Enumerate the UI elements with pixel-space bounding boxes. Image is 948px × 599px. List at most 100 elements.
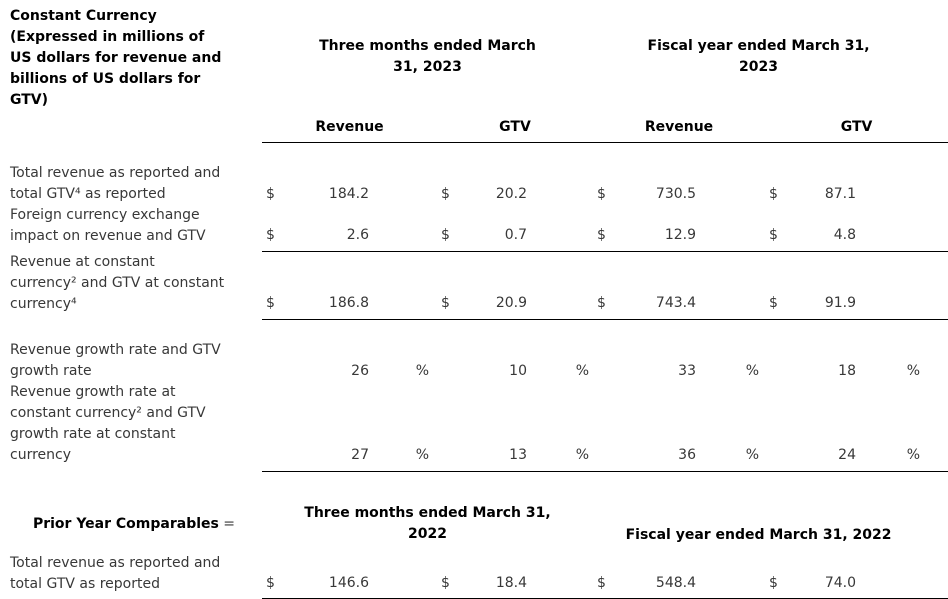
amount: 33 <box>678 363 696 379</box>
table-row: Total revenue as reported and total GTV … <box>0 546 948 599</box>
amount: 12.9 <box>627 204 699 252</box>
amount: 548.4 <box>627 546 699 599</box>
prior-year-label-text: Prior Year Comparables <box>32 515 219 532</box>
empty-cell <box>765 340 799 382</box>
table-row: Revenue growth rate at constant currency… <box>0 382 948 472</box>
empty-cell <box>0 320 948 341</box>
amount: 20.2 <box>495 185 527 202</box>
percent-sign: % <box>530 382 593 472</box>
amount: 13 <box>470 382 530 472</box>
header-row-periods: Constant Currency (Expressed in millions… <box>0 0 948 111</box>
empty-cell <box>0 111 262 143</box>
dollar-sign: $ <box>437 251 470 320</box>
empty-cell <box>859 143 948 205</box>
amount: 20.9 <box>470 251 530 320</box>
dollar-sign: $ <box>593 251 627 320</box>
spacer-row <box>0 320 948 341</box>
amount: 743.4 <box>627 251 699 320</box>
dollar-sign: $ <box>437 546 470 599</box>
percent-sign: % <box>575 363 589 379</box>
empty-cell <box>530 546 593 599</box>
empty-cell <box>372 204 437 252</box>
dollar-sign: $ <box>593 546 627 599</box>
empty-cell <box>859 204 948 252</box>
amount: 10 <box>509 363 527 379</box>
dollar-sign: $ <box>441 185 450 202</box>
row-label: Revenue at constant currency² and GTV at… <box>10 253 225 312</box>
dollar-sign: $ <box>262 546 296 599</box>
percent-sign: % <box>699 382 765 472</box>
row-label: Total revenue as reported and total GTV … <box>10 554 221 592</box>
empty-cell <box>372 143 437 205</box>
table-row: Revenue growth rate and GTV growth rate … <box>0 340 948 382</box>
empty-cell <box>593 340 627 382</box>
equals-sign: = <box>223 515 236 532</box>
amount: 18.4 <box>470 546 530 599</box>
column-header-revenue-fy: Revenue <box>593 111 765 143</box>
percent-sign: % <box>906 363 921 379</box>
row-label: Foreign currency exchange impact on reve… <box>10 206 206 244</box>
dollar-sign: $ <box>262 204 296 252</box>
empty-cell <box>437 382 470 472</box>
header-row-columns: Revenue GTV Revenue GTV <box>0 111 948 143</box>
empty-cell <box>262 382 296 472</box>
table-row: Foreign currency exchange impact on reve… <box>0 204 948 252</box>
amount: 184.2 <box>328 185 369 202</box>
period-header-q1-2022: Three months ended March 31, 2022 <box>304 505 551 542</box>
spacer-row <box>0 471 948 502</box>
dollar-sign: $ <box>437 204 470 252</box>
dollar-sign: $ <box>266 185 275 202</box>
dollar-sign: $ <box>765 251 799 320</box>
dollar-sign: $ <box>769 185 778 202</box>
empty-cell <box>262 340 296 382</box>
empty-cell <box>530 204 593 252</box>
empty-cell <box>372 546 437 599</box>
amount: 146.6 <box>296 546 372 599</box>
prior-year-label: Prior Year Comparables = <box>0 502 262 547</box>
period-header-fy-2023: Fiscal year ended March 31, 2023 <box>647 38 870 75</box>
percent-sign: % <box>415 363 429 379</box>
percent-sign: % <box>372 382 437 472</box>
empty-cell <box>765 382 799 472</box>
amount: 186.8 <box>296 251 372 320</box>
empty-cell <box>530 251 593 320</box>
amount: 27 <box>296 382 372 472</box>
amount: 36 <box>627 382 699 472</box>
prior-year-header-row: Prior Year Comparables = Three months en… <box>0 502 948 547</box>
amount: 87.1 <box>824 185 856 202</box>
dollar-sign: $ <box>765 204 799 252</box>
empty-cell <box>593 382 627 472</box>
table-row: Total revenue as reported and total GTV⁴… <box>0 143 948 205</box>
empty-cell <box>859 251 948 320</box>
column-header-gtv-q: GTV <box>437 111 593 143</box>
amount: 91.9 <box>799 251 859 320</box>
amount: 26 <box>351 363 369 379</box>
amount: 2.6 <box>296 204 372 252</box>
empty-cell <box>372 251 437 320</box>
empty-cell <box>699 204 765 252</box>
period-header-fy-2022: Fiscal year ended March 31, 2022 <box>625 526 892 543</box>
empty-cell <box>699 251 765 320</box>
amount: 74.0 <box>799 546 859 599</box>
row-label: Revenue growth rate and GTV growth rate <box>10 342 221 379</box>
empty-cell <box>699 143 765 205</box>
dollar-sign: $ <box>597 185 606 202</box>
period-header-q1-2023: Three months ended March 31, 2023 <box>319 38 536 75</box>
row-label: Total revenue as reported and total GTV⁴… <box>10 164 221 202</box>
column-header-revenue-q: Revenue <box>262 111 437 143</box>
table-title: Constant Currency (Expressed in millions… <box>10 8 222 108</box>
amount: 4.8 <box>799 204 859 252</box>
amount: 0.7 <box>470 204 530 252</box>
percent-sign: % <box>745 363 759 379</box>
amount: 730.5 <box>655 185 696 202</box>
empty-cell <box>699 546 765 599</box>
amount: 24 <box>799 382 859 472</box>
empty-cell <box>859 546 948 599</box>
empty-cell <box>0 471 948 502</box>
table-row: Revenue at constant currency² and GTV at… <box>0 251 948 320</box>
dollar-sign: $ <box>765 546 799 599</box>
row-label: Revenue growth rate at constant currency… <box>10 384 206 463</box>
dollar-sign: $ <box>262 251 296 320</box>
empty-cell <box>437 340 470 382</box>
